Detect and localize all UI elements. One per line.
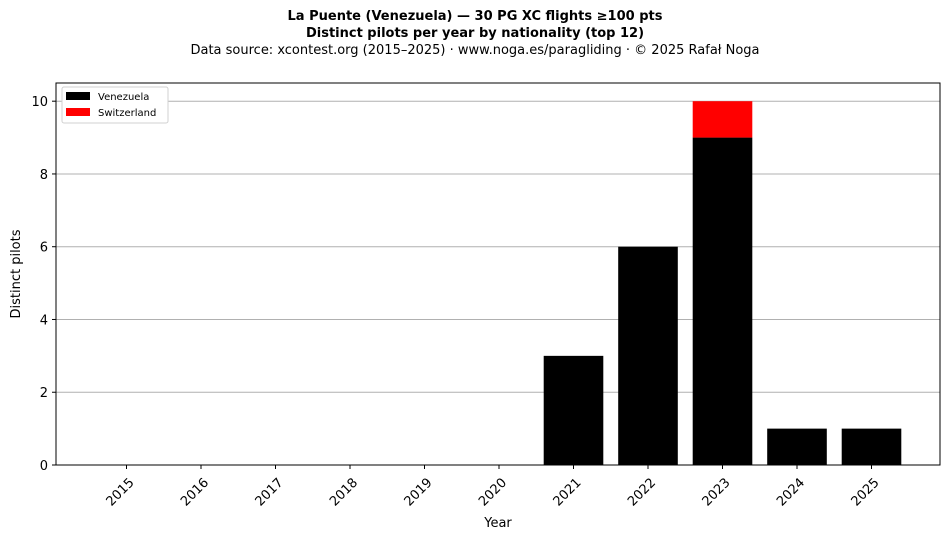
bars [543, 101, 902, 466]
x-tick-label: 2020 [476, 475, 510, 509]
x-tick-label: 2017 [253, 475, 287, 509]
y-tick-label: 0 [40, 459, 48, 474]
x-tick-label: 2025 [849, 475, 883, 509]
x-tick-label: 2023 [700, 475, 734, 509]
x-tick-label: 2019 [402, 475, 436, 509]
bar [841, 428, 902, 465]
x-tick-label: 2022 [625, 475, 659, 509]
chart-title: La Puente (Venezuela) — 30 PG XC flights… [287, 9, 663, 24]
bar [767, 428, 827, 465]
plot-frame [55, 82, 941, 466]
y-tick-label: 2 [40, 386, 48, 401]
x-tick-label: 2015 [104, 475, 138, 509]
axes: 0 2 4 6 8 10 2015 2016 2017 2018 2019 2020 2021 2022 2… [31, 95, 882, 509]
y-tick-label: 6 [40, 241, 48, 256]
bar [543, 355, 604, 465]
y-tick-label: 8 [40, 168, 48, 183]
legend-label: Venezuela [98, 92, 149, 103]
x-tick-label: 2021 [551, 475, 585, 509]
legend-label: Switzerland [98, 108, 156, 119]
x-tick-label: 2018 [327, 475, 361, 509]
chart-source: Data source: xcontest.org (2015–2025) · … [190, 43, 760, 58]
x-tick-label: 2024 [774, 475, 808, 509]
chart-subtitle: Distinct pilots per year by nationality … [305, 26, 645, 41]
legend: Venezuela Switzerland [61, 86, 169, 124]
bar [618, 246, 678, 465]
bar [692, 101, 753, 138]
y-tick-label: 10 [31, 95, 48, 110]
bar [692, 137, 753, 466]
gridlines [56, 100, 940, 393]
title-block: La Puente (Venezuela) — 30 PG XC flights… [0, 0, 950, 59]
legend-swatch [66, 108, 90, 116]
x-axis-label: Year [483, 516, 512, 531]
y-axis-label: Distinct pilots [9, 229, 24, 318]
y-tick-label: 4 [40, 313, 48, 328]
legend-swatch [66, 92, 90, 100]
x-tick-label: 2016 [178, 475, 212, 509]
